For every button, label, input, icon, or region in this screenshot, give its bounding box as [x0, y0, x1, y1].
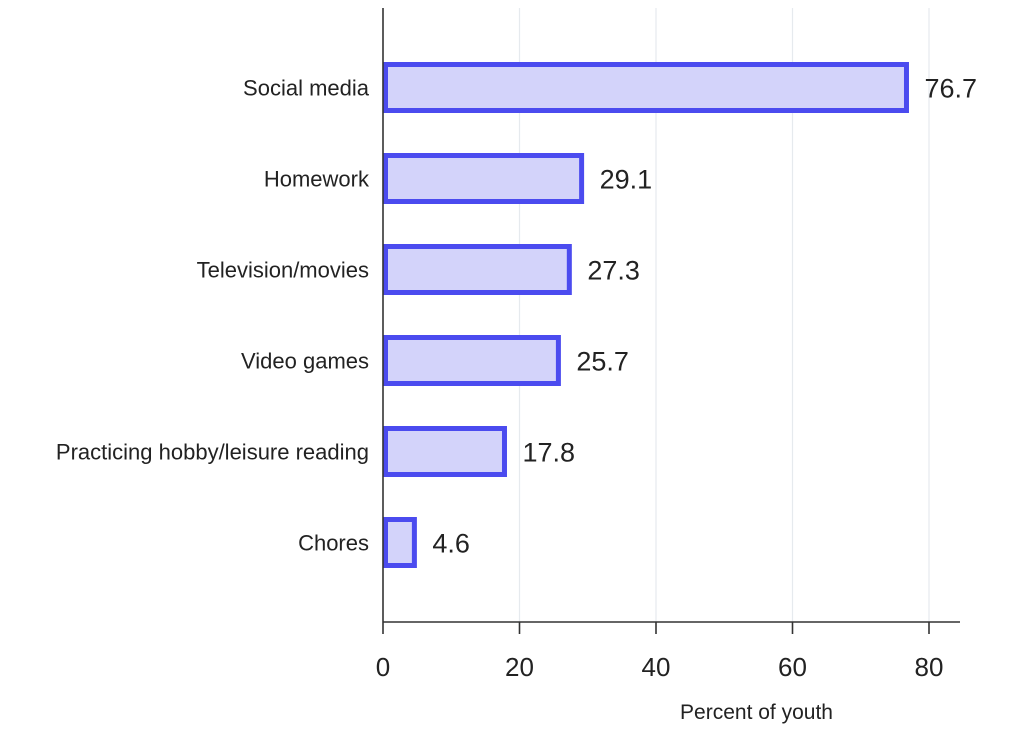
bar	[383, 517, 417, 568]
x-tick-label: 60	[778, 652, 807, 682]
data-label: 27.3	[587, 256, 640, 286]
category-label: Video games	[241, 349, 369, 374]
data-label: 4.6	[432, 529, 470, 559]
x-tick-label: 80	[915, 652, 944, 682]
x-tick-label: 0	[376, 652, 390, 682]
category-label: Chores	[298, 531, 369, 556]
labels: Social media 76.7 Homework 29.1 Television/m…	[56, 74, 977, 559]
axes	[382, 8, 960, 623]
data-label: 29.1	[600, 165, 653, 195]
bar	[383, 244, 572, 295]
x-axis-title: Percent of youth	[680, 701, 833, 724]
data-label: 25.7	[576, 347, 629, 377]
category-label: Practicing hobby/leisure reading	[56, 440, 369, 465]
data-label: 76.7	[924, 74, 977, 104]
x-ticks: 0 20 40 60 80	[376, 622, 944, 682]
category-label: Homework	[264, 167, 370, 192]
x-tick-label: 40	[642, 652, 671, 682]
bar	[383, 62, 909, 113]
x-tick-label: 20	[505, 652, 534, 682]
bar	[383, 153, 585, 204]
category-label: Television/movies	[197, 258, 369, 283]
bars	[383, 62, 909, 568]
category-label: Social media	[243, 76, 370, 101]
data-label: 17.8	[522, 438, 575, 468]
bar	[383, 335, 561, 386]
bar	[383, 426, 507, 477]
